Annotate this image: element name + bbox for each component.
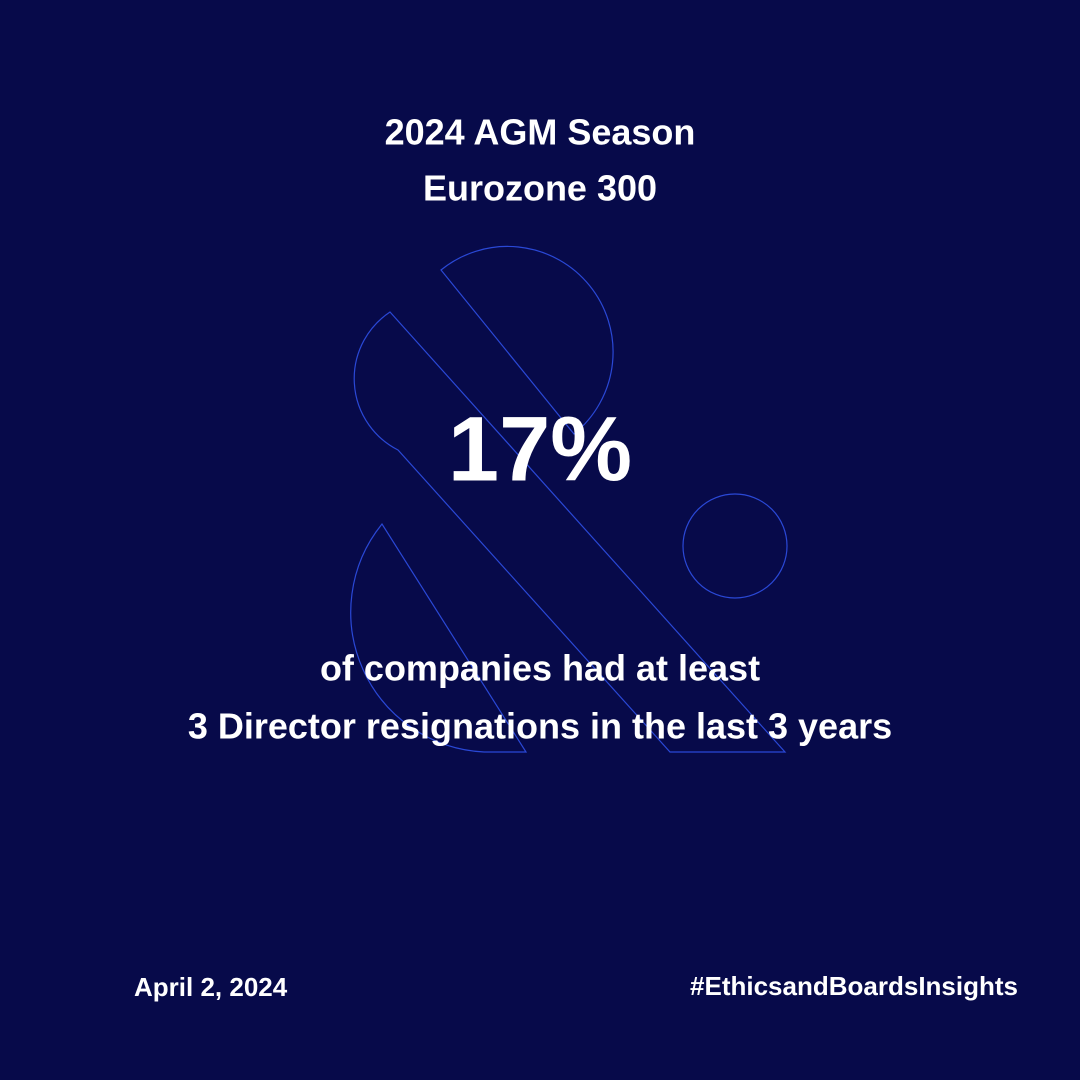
deco-diagonal-shape xyxy=(353,311,787,753)
stat-description: 3 Director resignations in the last 3 ye… xyxy=(188,706,892,747)
deco-top-shape xyxy=(440,245,614,435)
stat-value: 17% xyxy=(448,398,632,500)
title-line: Eurozone 300 xyxy=(423,168,657,209)
footer-hashtag: #EthicsandBoardsInsights xyxy=(690,971,1018,1001)
stat-description: of companies had at least xyxy=(320,648,760,689)
title-line: 2024 AGM Season xyxy=(385,112,696,153)
footer-date: April 2, 2024 xyxy=(134,972,288,1002)
deco-circle xyxy=(682,493,788,599)
deco-bottom-shape xyxy=(350,522,528,753)
ampersand-decoration xyxy=(350,245,788,753)
